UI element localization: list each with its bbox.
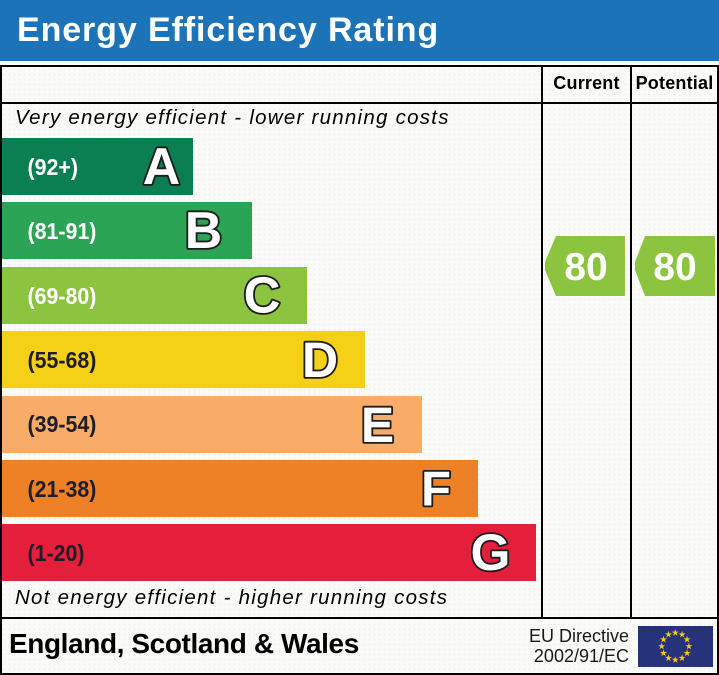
svg-text:(92+): (92+) bbox=[28, 154, 78, 180]
svg-text:(69-80): (69-80) bbox=[28, 283, 97, 309]
svg-text:(21-38): (21-38) bbox=[28, 476, 97, 502]
svg-text:(39-54): (39-54) bbox=[28, 411, 97, 437]
svg-text:(1-20): (1-20) bbox=[28, 540, 85, 566]
svg-text:(81-91): (81-91) bbox=[28, 218, 97, 244]
svg-text:(55-68): (55-68) bbox=[28, 347, 97, 373]
